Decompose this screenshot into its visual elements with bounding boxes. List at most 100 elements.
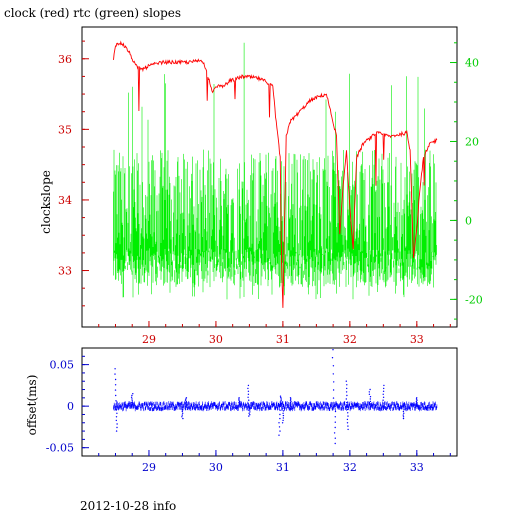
offset-spike-point [282,417,284,419]
offset-spike-point [289,399,292,401]
offset-spike-point [332,365,335,367]
offset-spike-point [279,413,281,416]
bottom-y-tick-label-0.05: 0.05 [50,359,75,372]
top-x-tick-label-30: 30 [209,333,223,346]
offset-spike-point [247,390,250,392]
offset-spike-point [247,384,250,387]
offset-spike-point [346,394,348,397]
offset-spike-point [334,405,337,407]
offset-spike-point [279,409,281,411]
offset-spike-point [185,404,187,406]
offset-spike-point [249,414,251,416]
offset-spike-point [333,381,335,383]
clock-series-line [113,40,438,308]
offset-spike-point [290,400,292,403]
offset-spike-point [182,417,184,420]
rtc-series-line [113,42,437,300]
offset-spike-point [115,400,117,402]
offset-spike-point [416,405,418,407]
top-right-y-tick-label--20: -20 [465,293,483,306]
offset-spike-point [403,409,405,411]
offset-spike-point [402,416,405,418]
offset-spike-point [332,397,335,399]
offset-spike-point [238,401,240,404]
offset-spike-point [185,403,187,405]
top-plot-area [113,40,438,308]
offset-spike-point [383,384,385,387]
top-right-y-tick-label-20: 20 [465,135,479,148]
offset-spike-point [334,421,336,423]
offset-spike-point [116,412,118,414]
bottom-x-tick-label-30: 30 [209,461,223,474]
top-left-y-tick-label-33: 33 [58,265,72,278]
offset-spike-point [278,426,281,428]
offset-spike-point [282,405,284,407]
offset-spike-point [346,401,348,404]
offset-spike-point [114,389,117,391]
offset-spike-point [184,405,187,407]
offset-spike-point [332,349,334,351]
offset-spike-point [289,404,292,406]
offset-spike-point [289,401,292,404]
offset-spike-point [131,403,133,406]
footer-date-info: 2012-10-28 info [80,499,176,512]
offset-spike-point [248,409,250,412]
offset-spike-point [239,405,241,407]
offset-spike-point [383,387,385,390]
offset-spike-point [248,406,250,409]
offset-spike-point [346,418,349,421]
offset-spike-point [416,401,418,404]
offset-spike-point [280,399,282,402]
top-y-axis-label: clockslope [39,170,53,234]
offset-spike-point [238,400,241,403]
offset-spike-point [131,401,133,404]
top-right-y-tick-label-40: 40 [465,57,479,70]
offset-spike-point [369,398,371,400]
offset-spike-point [369,388,371,391]
offset-spike-point [248,405,250,407]
offset-spike-point [279,405,281,407]
bottom-y-tick-label--0.05: -0.05 [46,442,74,455]
offset-spike-point [185,401,187,404]
bottom-panel-frame [81,347,458,457]
offset-spike-point [182,412,184,414]
offset-spike-point [346,387,348,390]
offset-spike-point [346,384,348,386]
offset-spike-point [290,398,292,400]
top-axes: 29 30 31 32 33 33 34 35 36 -20 0 20 40 [58,40,483,346]
top-x-tick-label-33: 33 [410,333,424,346]
offset-spike-point [282,419,284,422]
bottom-x-tick-label-33: 33 [410,461,424,474]
offset-spike-point [248,415,250,417]
offset-spike-point [185,398,187,400]
offset-spike-point [181,414,183,416]
offset-spike-point [248,412,250,414]
offset-spike-point [415,404,418,406]
offset-spike-point [116,423,118,425]
top-x-tick-label-31: 31 [276,333,290,346]
offset-spike-point [115,394,117,397]
offset-spike-point [368,393,371,395]
offset-spike-point [181,409,183,411]
offset-spike-point [415,403,417,405]
offset-spike-point [279,404,282,406]
offset-spike-point [382,399,384,401]
offset-spike-point [238,399,240,401]
offset-spike-point [184,399,187,401]
offset-spike-point [131,394,133,397]
offset-spike-point [332,389,335,391]
offset-spike-point [280,396,282,399]
offset-spike-point [181,410,183,413]
offset-spike-point [347,415,349,417]
offset-spike-point [369,400,372,403]
offset-spike-point [116,426,118,429]
offset-spike-point [282,407,284,410]
offset-spike-point [369,396,372,398]
offset-spike-point [185,400,187,403]
top-right-y-tick-label-0: 0 [465,214,472,227]
offset-spike-point [115,405,118,407]
offset-spike-point [278,434,280,436]
offset-spike-point [247,396,249,398]
offset-spike-point [289,405,292,407]
offset-spike-point [347,428,349,431]
